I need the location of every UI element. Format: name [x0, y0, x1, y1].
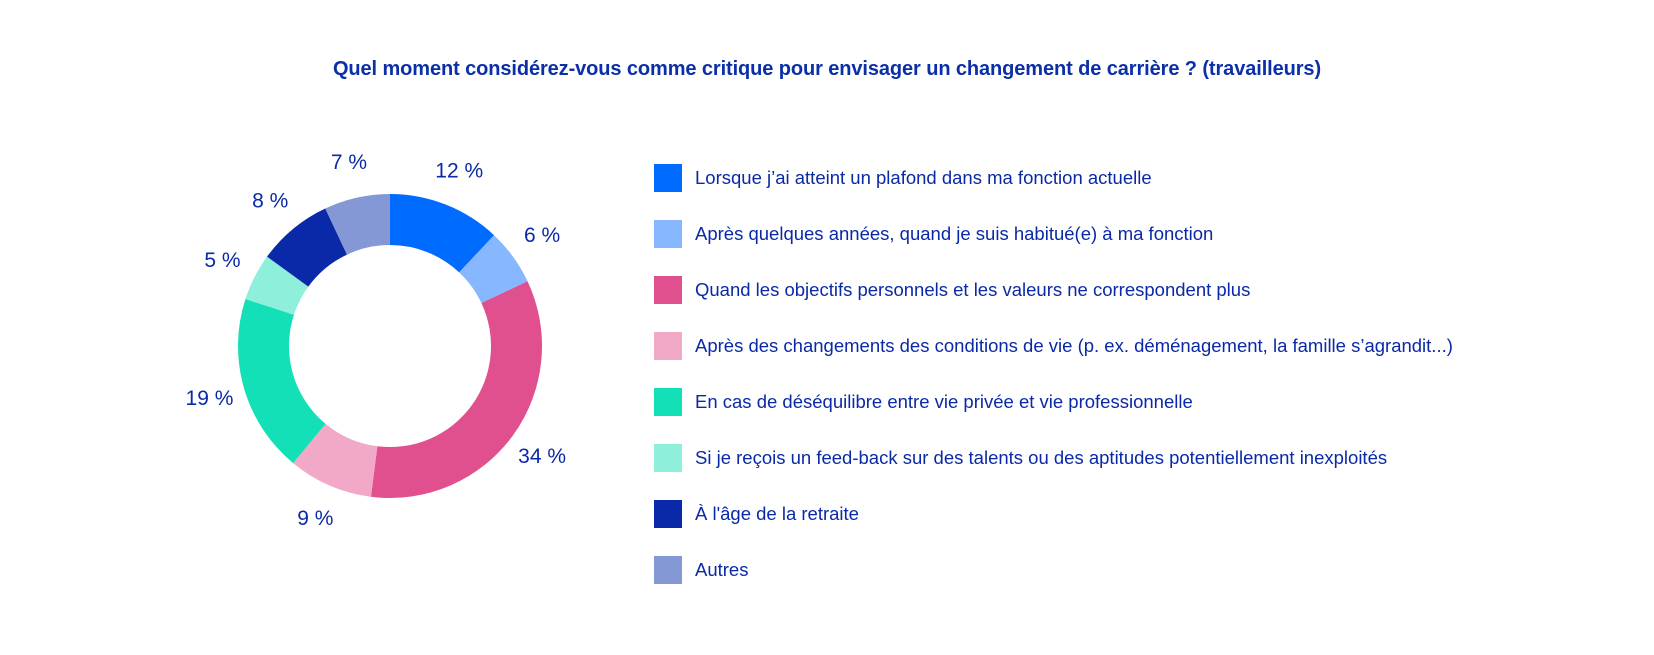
slice-value-label: 5 %	[204, 249, 240, 272]
legend-label: Quand les objectifs personnels et les va…	[695, 279, 1251, 300]
donut-slice	[245, 256, 309, 315]
slice-value-label: 34 %	[518, 445, 566, 468]
legend-label: Après des changements des conditions de …	[695, 335, 1453, 356]
slice-value-label: 7 %	[331, 151, 367, 174]
donut-slices	[238, 194, 542, 499]
chart-title: Quel moment considérez-vous comme critiq…	[332, 58, 1322, 80]
donut-slice	[325, 194, 390, 255]
donut-value-labels: 12 % 6 % 34 % 9 % 19 % 5 % 8 % 7 %	[186, 151, 567, 530]
legend-item: Autres	[654, 556, 1453, 584]
slice-value-label: 19 %	[186, 387, 234, 410]
donut-slice	[293, 423, 378, 497]
donut-slice	[390, 194, 495, 273]
legend-item: Si je reçois un feed-back sur des talent…	[654, 444, 1453, 472]
legend-label: Après quelques années, quand je suis hab…	[695, 223, 1214, 244]
legend-item: Après quelques années, quand je suis hab…	[654, 220, 1453, 248]
slice-value-label: 9 %	[297, 507, 333, 530]
legend-label: À l'âge de la retraite	[695, 503, 859, 524]
legend-item: À l'âge de la retraite	[654, 500, 1453, 528]
legend-swatch	[654, 444, 682, 472]
donut-slice	[267, 208, 347, 287]
slice-value-label: 8 %	[252, 190, 288, 213]
legend-swatch	[654, 388, 682, 416]
legend-item: En cas de déséquilibre entre vie privée …	[654, 388, 1453, 416]
legend-label: En cas de déséquilibre entre vie privée …	[695, 391, 1193, 412]
legend: Lorsque j’ai atteint un plafond dans ma …	[654, 164, 1453, 612]
legend-swatch	[654, 276, 682, 304]
legend-swatch	[654, 332, 682, 360]
slice-value-label: 12 %	[435, 160, 483, 183]
donut-chart: 12 % 6 % 34 % 9 % 19 % 5 % 8 % 7 %	[186, 151, 567, 530]
legend-item: Lorsque j’ai atteint un plafond dans ma …	[654, 164, 1453, 192]
donut-slice	[370, 281, 542, 499]
legend-swatch	[654, 220, 682, 248]
legend-label: Autres	[695, 559, 749, 580]
donut-slice	[459, 235, 528, 303]
legend-swatch	[654, 164, 682, 192]
legend-swatch	[654, 500, 682, 528]
slice-value-label: 6 %	[524, 224, 560, 247]
legend-swatch	[654, 556, 682, 584]
legend-item: Quand les objectifs personnels et les va…	[654, 276, 1453, 304]
legend-item: Après des changements des conditions de …	[654, 332, 1453, 360]
donut-slice	[238, 299, 326, 464]
legend-label: Si je reçois un feed-back sur des talent…	[695, 447, 1388, 468]
legend-label: Lorsque j’ai atteint un plafond dans ma …	[695, 167, 1152, 188]
